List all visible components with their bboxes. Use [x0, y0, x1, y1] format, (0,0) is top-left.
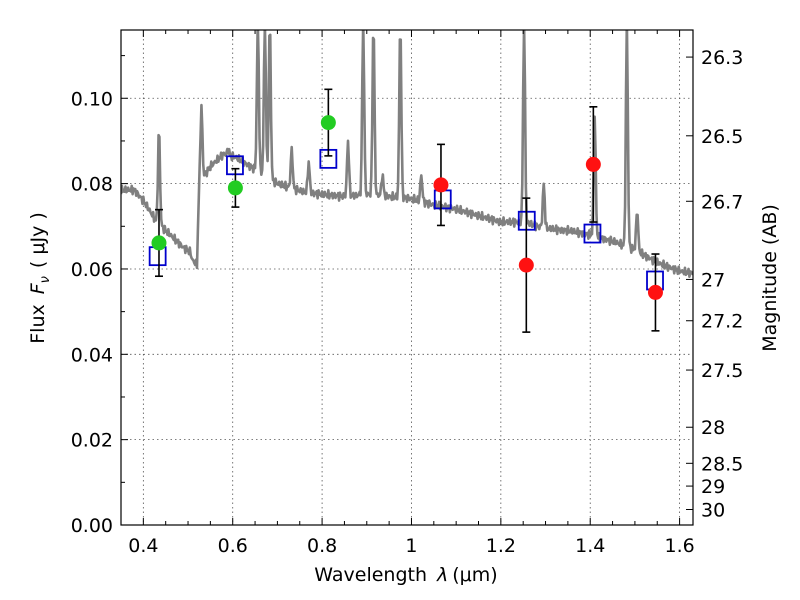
mag-tick-label: 29: [701, 476, 725, 498]
spectrum-layer: [121, 30, 693, 278]
svg-text:Magnitude (AB): Magnitude (AB): [759, 204, 781, 352]
x-tick-label: 1.2: [486, 535, 516, 557]
green-data-point: [320, 115, 336, 131]
y-tick-label: 0.04: [71, 344, 113, 366]
x-tick-label: 1: [405, 535, 417, 557]
green-data-point: [227, 180, 243, 196]
red-data-point: [433, 177, 449, 193]
mag-tick-label: 26.3: [701, 47, 743, 69]
plot-area: [121, 30, 693, 525]
magnitude-axis-label: Magnitude (AB): [759, 204, 781, 352]
mag-tick-label: 27.5: [701, 360, 743, 382]
mag-tick-label: 27.2: [701, 311, 743, 333]
red-data-point: [647, 284, 663, 300]
y-tick-label: 0.02: [71, 430, 113, 452]
x-tick-label: 1.4: [575, 535, 605, 557]
x-tick-label: 0.8: [307, 535, 337, 557]
y-tick-label: 0.00: [71, 515, 113, 537]
x-tick-label: 0.6: [218, 535, 248, 557]
mag-tick-label: 28.5: [701, 453, 743, 475]
red-data-point: [585, 156, 601, 172]
red-data-point: [518, 257, 534, 273]
mag-tick-label: 26.5: [701, 126, 743, 148]
mag-tick-label: 26.7: [701, 191, 743, 213]
y-tick-label: 0.10: [71, 88, 113, 110]
grid: [121, 30, 693, 526]
y-tick-label: 0.08: [71, 174, 113, 196]
mag-tick-label: 27: [701, 269, 725, 291]
green-data-point: [151, 235, 167, 251]
y-tick-label: 0.06: [71, 259, 113, 281]
ticks-layer: 0.4 0.6 0.8 1 1.2 1.4 1.6 0.00 0.02 0.04 0.06 0.08 0…: [71, 30, 743, 557]
y-axis-label: FluxFν( μJy ): [27, 212, 53, 344]
x-tick-label: 0.4: [128, 535, 158, 557]
x-axis-label: Wavelength λ (μm): [314, 564, 497, 586]
mag-tick-label: 30: [701, 500, 725, 522]
model-square-point: [583, 223, 602, 244]
spectrum-line: [121, 30, 693, 278]
plot-frame: [120, 29, 694, 526]
markers-layer: [148, 88, 664, 333]
mag-tick-label: 28: [701, 417, 725, 439]
svg-text:FluxFν( μJy ): FluxFν( μJy ): [27, 212, 53, 344]
x-tick-label: 1.6: [664, 535, 694, 557]
